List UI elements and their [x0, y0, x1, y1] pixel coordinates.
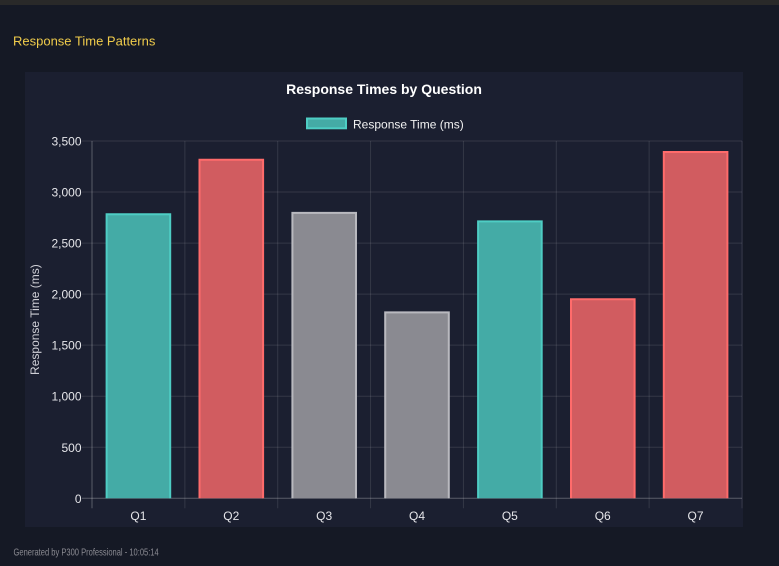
svg-text:Q6: Q6 [595, 509, 611, 523]
svg-text:0: 0 [75, 492, 82, 506]
svg-text:Response Time (ms): Response Time (ms) [353, 117, 464, 131]
svg-text:Q2: Q2 [223, 509, 239, 523]
svg-text:2,500: 2,500 [51, 237, 81, 251]
svg-text:Q7: Q7 [688, 509, 704, 523]
svg-text:3,500: 3,500 [51, 135, 81, 149]
svg-text:1,500: 1,500 [51, 339, 81, 353]
svg-text:Response Times by Question: Response Times by Question [286, 81, 482, 97]
svg-text:3,000: 3,000 [51, 186, 81, 200]
svg-text:Q5: Q5 [502, 509, 518, 523]
svg-text:2,000: 2,000 [51, 288, 81, 302]
svg-text:Q3: Q3 [316, 509, 332, 523]
svg-text:Response Time Patterns: Response Time Patterns [13, 33, 156, 48]
svg-text:Generated by P300 Professional: Generated by P300 Professional - 10:05:1… [14, 547, 159, 558]
svg-text:Q1: Q1 [130, 509, 146, 523]
svg-text:Q4: Q4 [409, 509, 425, 523]
svg-text:500: 500 [61, 441, 81, 455]
svg-text:Response Time (ms): Response Time (ms) [28, 264, 42, 375]
svg-text:1,000: 1,000 [51, 390, 81, 404]
